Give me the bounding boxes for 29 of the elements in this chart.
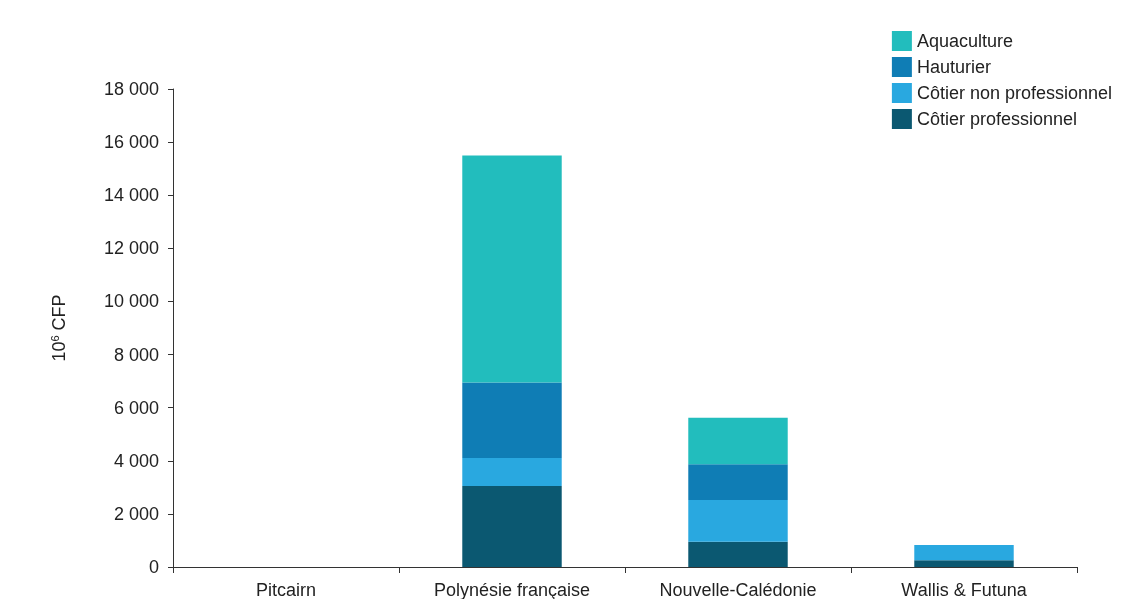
bar	[462, 155, 562, 383]
bar	[688, 464, 788, 501]
legend-label: Côtier professionnel	[916, 109, 1077, 129]
x-tick-label: Nouvelle-Calédonie	[659, 580, 817, 599]
y-tick-label: 0	[148, 557, 159, 577]
legend-label: Aquaculture	[916, 31, 1013, 51]
bar	[688, 417, 788, 465]
y-tick-label: 14 000	[103, 185, 159, 206]
y-tick-label: 8 000	[113, 344, 159, 365]
legend-label: Côtier non professionnel	[916, 83, 1113, 103]
y-tick-label: 6 000	[113, 397, 159, 418]
bar	[914, 560, 1014, 567]
y-tick-label: 16 000	[103, 132, 159, 153]
y-tick-label: 4 000	[113, 450, 159, 471]
bar	[462, 486, 562, 567]
y-tick-label: 12 000	[103, 238, 159, 259]
x-tick-label: Polynésie française	[433, 580, 591, 599]
x-tick-label: Pitcairn	[255, 580, 317, 599]
bar	[462, 382, 562, 459]
y-tick-label: 2 000	[113, 503, 159, 524]
x-tick-label: Wallis & Futuna	[901, 580, 1028, 599]
bar	[688, 500, 788, 542]
y-tick-label: 10 000	[103, 291, 159, 312]
bar	[688, 541, 788, 567]
bar	[462, 458, 562, 487]
bar	[914, 544, 1014, 561]
y-tick-label: 18 000	[103, 79, 159, 99]
y-axis-title: 106 CFP	[48, 294, 69, 362]
legend-label: Hauturier	[916, 57, 991, 77]
